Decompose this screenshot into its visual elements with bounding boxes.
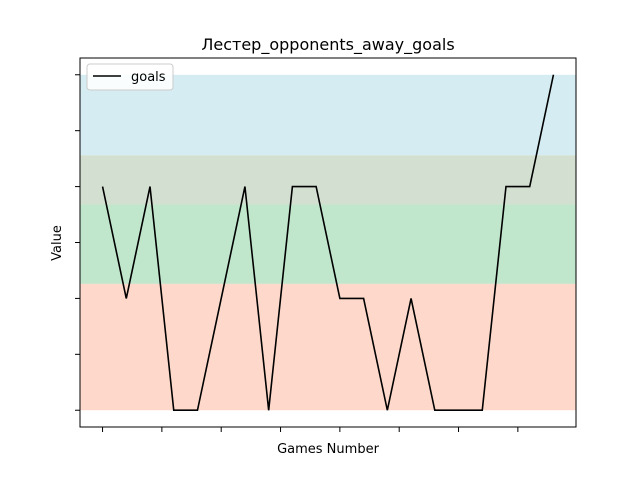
series-line-goals (101, 74, 555, 412)
y-axis-label: Value (50, 225, 65, 261)
legend: goals (86, 63, 174, 91)
legend-label-goals: goals (131, 70, 166, 85)
x-axis-label: Games Number (277, 442, 379, 457)
background-bands (80, 74, 576, 411)
y-axis-ticks (75, 74, 80, 411)
series-layer (101, 74, 555, 412)
band-3 (80, 283, 576, 411)
legend-box (86, 63, 174, 91)
x-axis-ticks (102, 427, 519, 432)
band-1 (80, 155, 576, 205)
chart-title: Лестер_opponents_away_goals (201, 35, 454, 55)
